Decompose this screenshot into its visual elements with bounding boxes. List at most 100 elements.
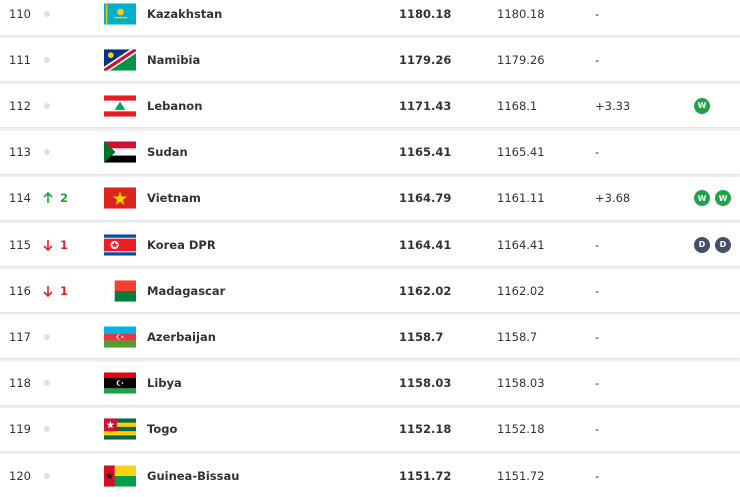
country-name: Vietnam [147, 191, 201, 206]
ranking-row[interactable]: 113 Sudan 1165.41 1165.41 - [0, 130, 740, 174]
total-points: 1171.43 [399, 98, 452, 113]
rank: 117 [9, 329, 31, 344]
flag-image [104, 49, 136, 71]
ranking-row[interactable]: 112 Lebanon 1171.43 1168.1 +3.33 W [0, 84, 740, 128]
no-movement-dot [44, 149, 50, 156]
rank: 119 [9, 422, 31, 437]
flag-image [104, 419, 136, 440]
no-movement-dot [44, 472, 50, 479]
movement-arrow [43, 285, 53, 297]
ranking-row[interactable]: 120 Guinea-Bissau 1151.72 1151.72 - [0, 454, 740, 497]
total-points: 1162.02 [399, 283, 452, 298]
country-name: Azerbaijan [147, 329, 216, 344]
flag [104, 465, 136, 487]
points-change: +3.68 [595, 191, 631, 206]
movement-arrow [43, 239, 53, 251]
previous-points: 1158.03 [497, 376, 545, 391]
form-badge: W [694, 97, 710, 114]
points-change: +3.33 [595, 98, 631, 113]
no-movement-dot [44, 102, 50, 109]
previous-points: 1165.41 [497, 145, 545, 160]
rank: 110 [9, 6, 31, 21]
flag [104, 372, 136, 394]
country-name: Sudan [147, 145, 188, 160]
no-movement-dot [44, 426, 50, 433]
ranking-row[interactable]: 116 1 Madagascar 1162.02 1162.02 - [0, 269, 740, 313]
flag-image [104, 95, 136, 116]
movement-places: 2 [60, 191, 69, 206]
rank: 114 [9, 191, 31, 206]
no-movement-dot [44, 56, 50, 63]
flag-image [104, 234, 136, 255]
total-points: 1164.79 [399, 191, 452, 206]
points-change: - [595, 6, 600, 21]
ranking-row[interactable]: 117 Azerbaijan 1158.7 1158.7 - [0, 315, 740, 359]
country-name: Libya [147, 376, 182, 391]
flag-image [104, 3, 136, 24]
previous-points: 1179.26 [497, 52, 545, 67]
flag [104, 234, 136, 256]
flag [104, 95, 136, 117]
ranking-row[interactable]: 115 1 Korea DPR 1164.41 1164.41 - D D [0, 223, 740, 266]
flag [104, 326, 136, 348]
points-change: - [595, 422, 600, 437]
no-movement-dot [44, 380, 50, 387]
rank: 120 [9, 468, 31, 483]
ranking-row[interactable]: 118 Libya 1158.03 1158.03 - [0, 361, 740, 405]
country-name: Guinea-Bissau [147, 468, 240, 483]
total-points: 1179.26 [399, 52, 452, 67]
form-badge: D [694, 236, 710, 253]
previous-points: 1180.18 [497, 6, 545, 21]
country-name: Namibia [147, 52, 201, 67]
ranking-row[interactable]: 111 Namibia 1179.26 1179.26 - [0, 38, 740, 82]
movement-places: 1 [60, 237, 69, 252]
total-points: 1164.41 [399, 237, 452, 252]
rank: 111 [9, 52, 31, 67]
total-points: 1151.72 [399, 468, 452, 483]
rank: 118 [9, 376, 31, 391]
flag-image [104, 188, 136, 209]
country-name: Korea DPR [147, 237, 216, 252]
previous-points: 1151.72 [497, 468, 545, 483]
arrow-shape [43, 285, 53, 297]
ranking-row[interactable]: 114 2 Vietnam 1164.79 1161.11 +3.68 W W [0, 176, 740, 220]
form-badge: W [715, 190, 731, 207]
movement-arrow [43, 192, 53, 204]
points-change: - [595, 376, 600, 391]
flag [104, 3, 136, 25]
previous-points: 1162.02 [497, 283, 545, 298]
flag-image [104, 465, 136, 486]
total-points: 1158.03 [399, 376, 452, 391]
points-change: - [595, 145, 600, 160]
total-points: 1152.18 [399, 422, 452, 437]
flag [104, 280, 136, 302]
flag-image [104, 280, 136, 301]
country-name: Lebanon [147, 98, 203, 113]
previous-points: 1161.11 [497, 191, 545, 206]
form-badge: W [694, 190, 710, 207]
flag [104, 141, 136, 163]
rank: 115 [9, 237, 31, 252]
arrow-shape [43, 239, 53, 251]
arrow-shape [43, 192, 53, 204]
previous-points: 1164.41 [497, 237, 545, 252]
previous-points: 1168.1 [497, 98, 538, 113]
movement-places: 1 [60, 283, 69, 298]
points-change: - [595, 52, 600, 67]
previous-points: 1158.7 [497, 329, 538, 344]
flag [104, 49, 136, 71]
rank: 116 [9, 283, 31, 298]
ranking-row[interactable]: 119 Togo 1152.18 1152.18 - [0, 407, 740, 451]
form-badge: D [715, 236, 731, 253]
ranking-row[interactable]: 110 Kazakhstan 1180.18 1180.18 - [0, 0, 740, 35]
rank: 112 [9, 98, 31, 113]
points-change: - [595, 329, 600, 344]
country-name: Kazakhstan [147, 6, 223, 21]
flag-image [104, 372, 136, 393]
previous-points: 1152.18 [497, 422, 545, 437]
total-points: 1180.18 [399, 6, 452, 21]
points-change: - [595, 237, 600, 252]
country-name: Togo [147, 422, 178, 437]
no-movement-dot [44, 333, 50, 340]
